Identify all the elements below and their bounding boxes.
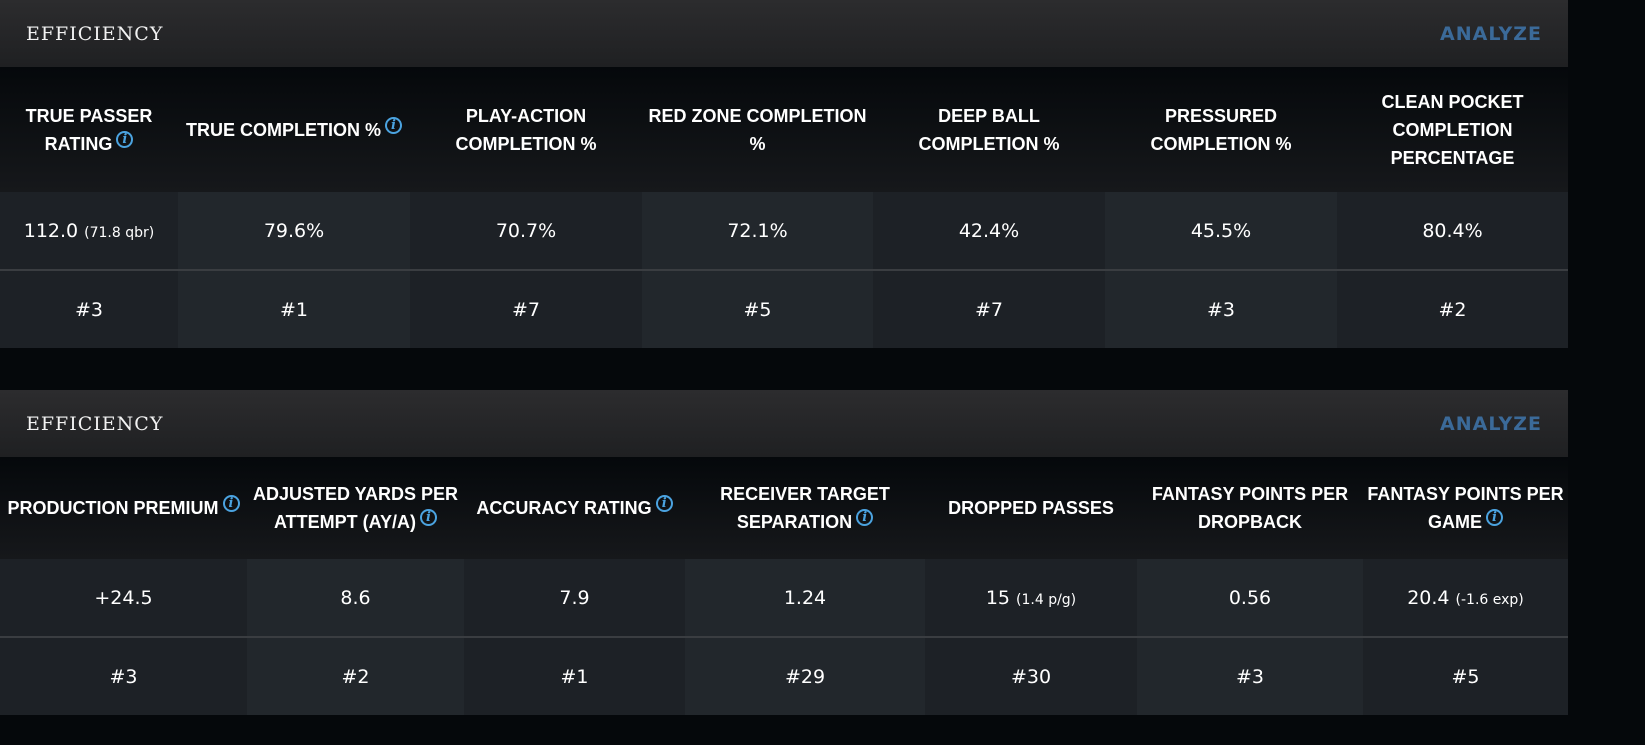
- column-header: PRODUCTION PREMIUM i: [0, 457, 247, 559]
- stat-value: 0.56: [1228, 586, 1272, 609]
- section-header: EFFICIENCY ANALYZE: [0, 390, 1568, 457]
- rank-cell: #2: [247, 637, 464, 715]
- info-icon[interactable]: i: [655, 495, 673, 512]
- info-icon[interactable]: i: [420, 509, 437, 526]
- rank-cell: #1: [464, 637, 685, 715]
- value-cell: 70.7%: [410, 192, 642, 271]
- stat-value: 45.5%: [1190, 219, 1252, 242]
- value-cell: 0.56: [1137, 559, 1363, 638]
- value-cell: 7.9: [464, 559, 685, 638]
- rank-cell: #3: [1137, 637, 1363, 715]
- column-label: FANTASY POINTS PER GAME: [1367, 484, 1564, 532]
- stat-value: 80.4%: [1422, 219, 1483, 242]
- stat-sub-value: (-1.6 exp): [1455, 591, 1524, 608]
- header-row: PRODUCTION PREMIUM i ADJUSTED YARDS PER AT…: [0, 457, 1568, 559]
- column-header: DROPPED PASSES: [925, 457, 1137, 559]
- stat-value: 1.24: [783, 586, 827, 609]
- value-cell: +24.5: [0, 559, 247, 638]
- column-header: FANTASY POINTS PER DROPBACK: [1137, 457, 1363, 559]
- section-title: EFFICIENCY: [26, 412, 164, 435]
- column-label: DEEP BALL COMPLETION %: [918, 105, 1060, 154]
- value-cell: 42.4%: [873, 192, 1105, 271]
- info-icon[interactable]: i: [1486, 509, 1503, 526]
- analyze-link[interactable]: ANALYZE: [1440, 22, 1542, 45]
- analyze-link[interactable]: ANALYZE: [1440, 412, 1542, 435]
- stat-sub-value: (71.8 qbr): [84, 224, 155, 241]
- value-cell: 45.5%: [1105, 192, 1337, 271]
- column-label: ACCURACY RATING: [476, 498, 652, 518]
- rank-row: #3 #2 #1 #29 #30 #3 #5: [0, 637, 1568, 715]
- column-label: DROPPED PASSES: [948, 498, 1114, 518]
- column-label: PLAY-ACTION COMPLETION %: [455, 105, 597, 154]
- stat-value: 70.7%: [495, 219, 557, 242]
- column-header: ACCURACY RATING i: [464, 457, 685, 559]
- value-cell: 15 (1.4 p/g): [925, 559, 1137, 638]
- stat-value: 112.0: [23, 219, 79, 242]
- stats-table: PRODUCTION PREMIUM i ADJUSTED YARDS PER AT…: [0, 457, 1568, 715]
- stat-value: 7.9: [559, 586, 590, 609]
- column-header: RECEIVER TARGET SEPARATION i: [685, 457, 925, 559]
- column-header: PLAY-ACTION COMPLETION %: [410, 67, 642, 192]
- rank-row: #3 #1 #7 #5 #7 #3 #2: [0, 270, 1568, 348]
- rank-cell: #5: [1363, 637, 1568, 715]
- value-cell: 80.4%: [1337, 192, 1568, 271]
- value-cell: 72.1%: [642, 192, 873, 271]
- column-label: RECEIVER TARGET SEPARATION: [720, 484, 890, 532]
- column-label: ADJUSTED YARDS PER ATTEMPT (AY/A): [252, 484, 459, 532]
- rank-cell: #7: [873, 270, 1105, 348]
- info-icon[interactable]: i: [116, 130, 134, 148]
- value-cell: 1.24: [685, 559, 925, 638]
- rank-cell: #1: [178, 270, 410, 348]
- rank-cell: #30: [925, 637, 1137, 715]
- column-label: FANTASY POINTS PER DROPBACK: [1151, 484, 1349, 532]
- column-label: PRODUCTION PREMIUM: [7, 498, 219, 518]
- value-cell: 79.6%: [178, 192, 410, 271]
- rank-cell: #3: [0, 270, 178, 348]
- rank-cell: #5: [642, 270, 873, 348]
- stat-value: 42.4%: [958, 219, 1020, 242]
- rank-cell: #7: [410, 270, 642, 348]
- section-header: EFFICIENCY ANALYZE: [0, 0, 1568, 67]
- column-label: TRUE PASSER RATING: [25, 105, 153, 154]
- value-cell: 20.4 (-1.6 exp): [1363, 559, 1568, 638]
- info-icon[interactable]: i: [856, 509, 874, 526]
- rank-cell: #2: [1337, 270, 1568, 348]
- column-label: CLEAN POCKET COMPLETION PERCENTAGE: [1381, 91, 1524, 168]
- column-label: RED ZONE COMPLETION %: [648, 105, 867, 154]
- efficiency-section: EFFICIENCY ANALYZE TRUE PASSER RATING i TR…: [0, 0, 1645, 348]
- rank-cell: #3: [0, 637, 247, 715]
- efficiency-section: EFFICIENCY ANALYZE PRODUCTION PREMIUM i AD…: [0, 390, 1645, 715]
- stat-value: +24.5: [94, 586, 153, 609]
- column-header: ADJUSTED YARDS PER ATTEMPT (AY/A) i: [247, 457, 464, 559]
- column-label: TRUE COMPLETION %: [185, 119, 381, 140]
- header-row: TRUE PASSER RATING i TRUE COMPLETION % i PLA…: [0, 67, 1568, 192]
- info-icon[interactable]: i: [385, 116, 402, 134]
- column-header: TRUE PASSER RATING i: [0, 67, 178, 192]
- column-header: FANTASY POINTS PER GAME i: [1363, 457, 1568, 559]
- column-header: DEEP BALL COMPLETION %: [873, 67, 1105, 192]
- stat-value: 15: [985, 586, 1011, 609]
- value-cell: 8.6: [247, 559, 464, 638]
- stat-value: 79.6%: [263, 219, 325, 242]
- column-header: TRUE COMPLETION % i: [178, 67, 410, 192]
- section-title: EFFICIENCY: [26, 22, 164, 45]
- value-cell: 112.0 (71.8 qbr): [0, 192, 178, 271]
- rank-cell: #29: [685, 637, 925, 715]
- column-header: PRESSURED COMPLETION %: [1105, 67, 1337, 192]
- rank-cell: #3: [1105, 270, 1337, 348]
- info-icon[interactable]: i: [222, 495, 240, 512]
- stats-table: TRUE PASSER RATING i TRUE COMPLETION % i PLA…: [0, 67, 1568, 348]
- value-row: +24.5 8.6 7.9 1.24 15 (1.4 p/g) 0.56 20.4 (-1.6 …: [0, 559, 1568, 638]
- column-label: PRESSURED COMPLETION %: [1150, 105, 1292, 154]
- stat-value: 20.4: [1407, 586, 1450, 609]
- stat-sub-value: (1.4 p/g): [1016, 591, 1077, 608]
- column-header: RED ZONE COMPLETION %: [642, 67, 873, 192]
- value-row: 112.0 (71.8 qbr) 79.6% 70.7% 72.1% 42.4% 45.5%…: [0, 192, 1568, 271]
- stat-value: 8.6: [340, 586, 371, 609]
- stat-value: 72.1%: [727, 219, 788, 242]
- column-header: CLEAN POCKET COMPLETION PERCENTAGE: [1337, 67, 1568, 192]
